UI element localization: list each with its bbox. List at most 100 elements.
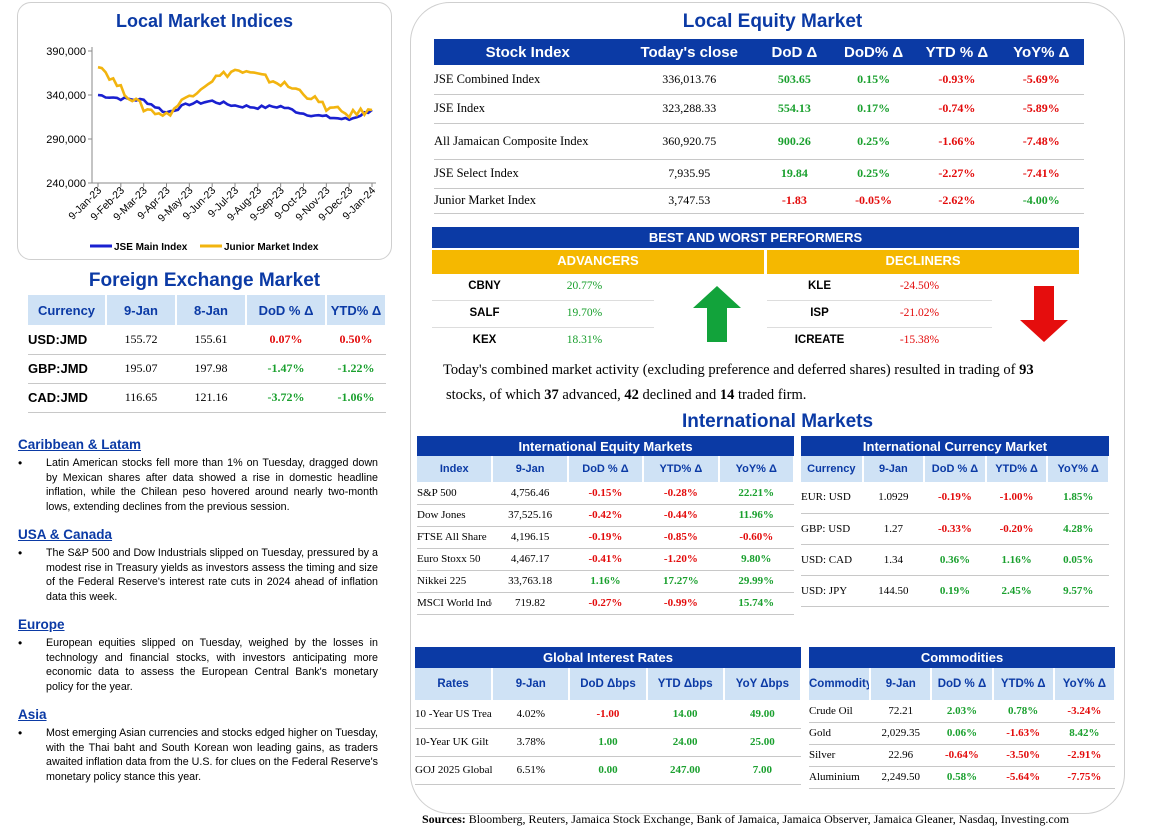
y-tick-label: 340,000 bbox=[46, 90, 86, 102]
table-row: EUR: USD 1.0929 -0.19% -1.00% 1.85% bbox=[801, 482, 1109, 514]
fx-table-wrap: Currency 9-Jan 8-Jan DoD % Δ YTD% Δ USD:JMD 15… bbox=[28, 295, 387, 413]
performer-symbol: ISP bbox=[810, 307, 829, 319]
commodities-table: Commodities Commodity 9-Jan DoD % Δ YTD% Δ Yo… bbox=[809, 647, 1117, 789]
table-cell: -0.33% bbox=[924, 513, 986, 545]
fx-title: Foreign Exchange Market bbox=[88, 270, 321, 291]
table-row: 10-Year UK Gilt 3.78% 1.00 24.00 25.00 bbox=[415, 728, 801, 757]
rates-wrap: Global Interest Rates Rates 9-Jan DoD Δbps Y… bbox=[415, 647, 803, 785]
table-cell: -0.64% bbox=[931, 744, 993, 767]
decliners-header: DECLINERS bbox=[767, 250, 1079, 274]
sources-line: Sources: Bloomberg, Reuters, Jamaica Sto… bbox=[422, 812, 1070, 826]
table-cell: -1.00 bbox=[569, 700, 647, 729]
table-cell: 4,756.46 bbox=[492, 482, 568, 505]
column-header: DoD% Δ bbox=[831, 39, 916, 65]
table-title: International Equity Markets bbox=[417, 436, 794, 456]
table-cell: 323,288.33 bbox=[621, 94, 757, 124]
table-cell: Nikkei 225 bbox=[417, 570, 493, 593]
up-arrow-icon bbox=[693, 286, 741, 342]
table-cell: -2.91% bbox=[1053, 744, 1115, 767]
table-cell: 195.07 bbox=[106, 354, 176, 384]
advancers-list: CBNY 20.77% SALF 19.70% KEX 18.31% bbox=[432, 274, 654, 355]
intl-equity-wrap: International Equity Markets Index 9-Jan Do… bbox=[417, 436, 796, 615]
table-cell: 4,196.15 bbox=[492, 526, 568, 549]
table-cell: Dow Jones bbox=[417, 504, 493, 527]
table-cell: 121.16 bbox=[176, 383, 246, 413]
legend-label: Junior Market Index bbox=[224, 242, 319, 253]
table-cell: 3,747.53 bbox=[621, 188, 757, 214]
column-header: YTD% Δ bbox=[985, 456, 1049, 482]
news-heading: USA & Canada bbox=[18, 527, 113, 542]
table-cell: 4.02% bbox=[492, 700, 570, 729]
table-cell: 17.27% bbox=[643, 570, 719, 593]
bullet-icon: • bbox=[18, 546, 23, 560]
news-text: Latin American stocks fell more than 1% … bbox=[46, 457, 378, 513]
fx-table: Currency 9-Jan 8-Jan DoD % Δ YTD% Δ USD:JMD 15… bbox=[28, 295, 387, 413]
intl-equity-table: International Equity Markets Index 9-Jan Do… bbox=[417, 436, 796, 615]
table-cell: 155.72 bbox=[106, 325, 176, 355]
table-row: All Jamaican Composite Index 360,920.75 90… bbox=[434, 123, 1084, 160]
table-cell: USD: CAD bbox=[801, 544, 863, 576]
table-row: Dow Jones 37,525.16 -0.42% -0.44% 11.96% bbox=[417, 504, 794, 527]
table-cell: 719.82 bbox=[492, 592, 568, 615]
column-header: YTD % Δ bbox=[915, 39, 999, 65]
indices-chart-panel: Local Market Indices 390,000 340,000 290,0… bbox=[17, 2, 392, 260]
table-cell: 0.00 bbox=[569, 756, 647, 785]
column-header: Today's close bbox=[621, 39, 757, 65]
table-cell: 2.03% bbox=[931, 700, 993, 723]
table-cell: 33,763.18 bbox=[492, 570, 568, 593]
table-row: USD:JMD 155.72 155.61 0.07% 0.50% bbox=[28, 325, 386, 355]
performer-change: 18.31% bbox=[566, 334, 603, 346]
table-cell: -0.27% bbox=[567, 592, 644, 615]
news-item: Asia • Most emerging Asian currencies an… bbox=[18, 707, 380, 784]
table-cell: 2,029.35 bbox=[870, 722, 932, 745]
local-equity-table: Stock Index Today's close DoD Δ DoD% Δ YTD %… bbox=[434, 39, 1084, 214]
performer-symbol: SALF bbox=[469, 307, 500, 319]
performer-symbol: ICREATE bbox=[794, 334, 845, 346]
table-row: USD: JPY 144.50 0.19% 2.45% 9.57% bbox=[801, 575, 1109, 607]
performer-change: -15.38% bbox=[899, 334, 940, 346]
table-cell: -0.85% bbox=[643, 526, 719, 549]
table-cell: 1.00 bbox=[569, 728, 647, 757]
performer-row: ISP -21.02% bbox=[767, 301, 992, 328]
table-cell: 1.16% bbox=[985, 544, 1048, 576]
table-title: Global Interest Rates bbox=[415, 647, 801, 668]
table-cell: 8.42% bbox=[1053, 722, 1115, 745]
table-row: Euro Stoxx 50 4,467.17 -0.41% -1.20% 9.80% bbox=[417, 548, 794, 571]
table-cell: 7.00 bbox=[723, 756, 801, 785]
table-cell: 2,249.50 bbox=[870, 766, 932, 789]
table-cell: 15.74% bbox=[718, 592, 794, 615]
news-item: Caribbean & Latam • Latin American stock… bbox=[18, 437, 380, 514]
table-cell: -3.72% bbox=[246, 383, 326, 413]
table-cell: Silver bbox=[809, 744, 871, 767]
table-cell: USD:JMD bbox=[28, 325, 106, 355]
table-cell: 22.96 bbox=[870, 744, 932, 767]
series-line bbox=[97, 93, 373, 122]
table-row: CAD:JMD 116.65 121.16 -3.72% -1.06% bbox=[28, 383, 386, 413]
table-cell: -4.00% bbox=[998, 188, 1084, 214]
chart-title: Local Market Indices bbox=[115, 11, 294, 31]
table-cell: -1.47% bbox=[246, 354, 326, 384]
table-cell: EUR: USD bbox=[801, 482, 863, 514]
table-cell: 2.45% bbox=[985, 575, 1048, 607]
table-cell: -1.06% bbox=[326, 383, 386, 413]
table-title: International Currency Market bbox=[801, 436, 1109, 456]
table-cell: 9.80% bbox=[718, 548, 794, 571]
table-cell: 0.06% bbox=[931, 722, 993, 745]
table-cell: 116.65 bbox=[106, 383, 176, 413]
table-title: Commodities bbox=[809, 647, 1115, 668]
table-cell: 4,467.17 bbox=[492, 548, 568, 571]
y-tick-label: 240,000 bbox=[46, 178, 86, 190]
column-header: Commodity bbox=[809, 668, 872, 700]
table-cell: 37,525.16 bbox=[492, 504, 568, 527]
bullet-icon: • bbox=[18, 636, 23, 650]
intl-currency-table: International Currency Market Currency 9-J… bbox=[801, 436, 1110, 607]
table-cell: GBP: USD bbox=[801, 513, 863, 545]
table-cell: 900.26 bbox=[756, 123, 832, 160]
table-cell: -1.20% bbox=[643, 548, 719, 571]
table-cell: 3.78% bbox=[492, 728, 570, 757]
table-row: S&P 500 4,756.46 -0.15% -0.28% 22.21% bbox=[417, 482, 794, 505]
news-text: The S&P 500 and Dow Industrials slipped … bbox=[46, 547, 378, 603]
performer-symbol: KEX bbox=[472, 334, 497, 346]
table-row: Silver 22.96 -0.64% -3.50% -2.91% bbox=[809, 744, 1115, 767]
table-cell: -1.66% bbox=[915, 123, 999, 160]
